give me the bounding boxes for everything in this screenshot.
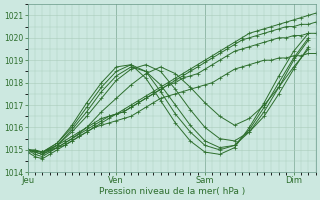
X-axis label: Pression niveau de la mer( hPa ): Pression niveau de la mer( hPa ) [99,187,245,196]
